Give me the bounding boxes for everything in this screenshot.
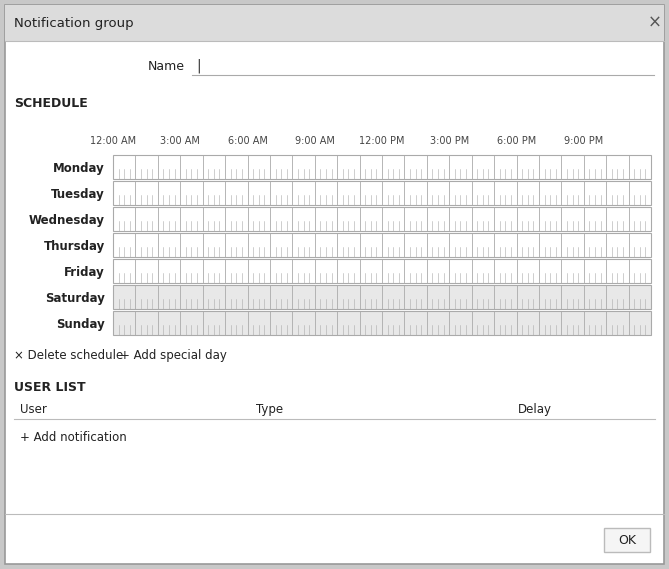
Text: User: User [20, 402, 47, 415]
Bar [5, 5, 664, 41]
Text: Type: Type [256, 402, 284, 415]
Text: 3:00 PM: 3:00 PM [429, 136, 469, 146]
Bar [113, 285, 651, 309]
Text: 12:00 PM: 12:00 PM [359, 136, 405, 146]
Text: Notification group: Notification group [14, 17, 134, 30]
Text: × Delete schedule: × Delete schedule [14, 348, 123, 361]
Text: 9:00 AM: 9:00 AM [295, 136, 334, 146]
Text: SCHEDULE: SCHEDULE [14, 97, 88, 109]
Text: Wednesday: Wednesday [29, 213, 105, 226]
Text: Monday: Monday [54, 162, 105, 175]
Text: 6:00 PM: 6:00 PM [497, 136, 536, 146]
Bar [113, 207, 651, 231]
Text: + Add notification: + Add notification [20, 431, 126, 443]
Text: ×: × [648, 14, 662, 32]
Bar [604, 528, 650, 552]
Text: 6:00 AM: 6:00 AM [227, 136, 268, 146]
Text: OK: OK [618, 534, 636, 546]
Text: USER LIST: USER LIST [14, 381, 86, 394]
Text: + Add special day: + Add special day [120, 348, 227, 361]
Text: Thursday: Thursday [43, 240, 105, 253]
Text: 9:00 PM: 9:00 PM [564, 136, 603, 146]
Text: Sunday: Sunday [56, 318, 105, 331]
Text: 3:00 AM: 3:00 AM [161, 136, 200, 146]
Bar [113, 259, 651, 283]
Text: |: | [197, 59, 201, 73]
Text: Delay: Delay [518, 402, 552, 415]
Bar [113, 181, 651, 205]
Text: Saturday: Saturday [45, 291, 105, 304]
Text: Tuesday: Tuesday [52, 188, 105, 200]
Bar [113, 311, 651, 335]
Text: Name: Name [148, 60, 185, 72]
Text: Friday: Friday [64, 266, 105, 278]
Bar [113, 233, 651, 257]
Text: 12:00 AM: 12:00 AM [90, 136, 136, 146]
Bar [113, 155, 651, 179]
